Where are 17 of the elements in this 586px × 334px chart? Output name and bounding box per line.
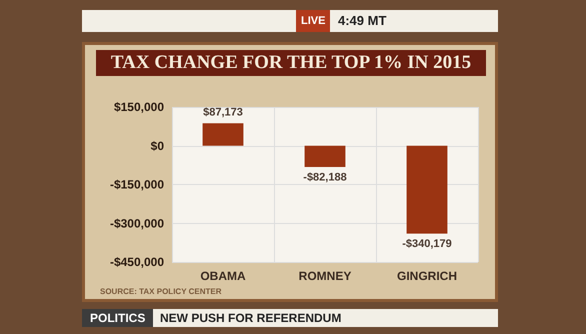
data-label: -$340,179 (402, 238, 452, 250)
text: 4:49 MT (338, 12, 386, 30)
y-tick-label: -$150,000 (110, 178, 164, 192)
source-note: SOURCE: TAX POLICY CENTER (100, 287, 222, 296)
data-label: -$82,188 (303, 171, 347, 184)
data-label: $87,173 (203, 106, 243, 119)
text: POLITICS (82, 309, 154, 327)
x-tick-label: GINGRICH (397, 269, 457, 283)
text: LIVE (296, 10, 330, 32)
x-tick-label: ROMNEY (298, 269, 352, 283)
y-tick-label: -$300,000 (110, 216, 164, 230)
y-tick-label: $0 (150, 138, 164, 153)
chart-title: TAX CHANGE FOR THE TOP 1% IN 2015 (96, 50, 486, 76)
x-tick-label: OBAMA (200, 269, 246, 283)
text: NEW PUSH FOR REFERENDUM (160, 310, 342, 327)
y-tick-label: $150,000 (114, 100, 164, 114)
y-tick-label: -$450,000 (110, 255, 164, 269)
